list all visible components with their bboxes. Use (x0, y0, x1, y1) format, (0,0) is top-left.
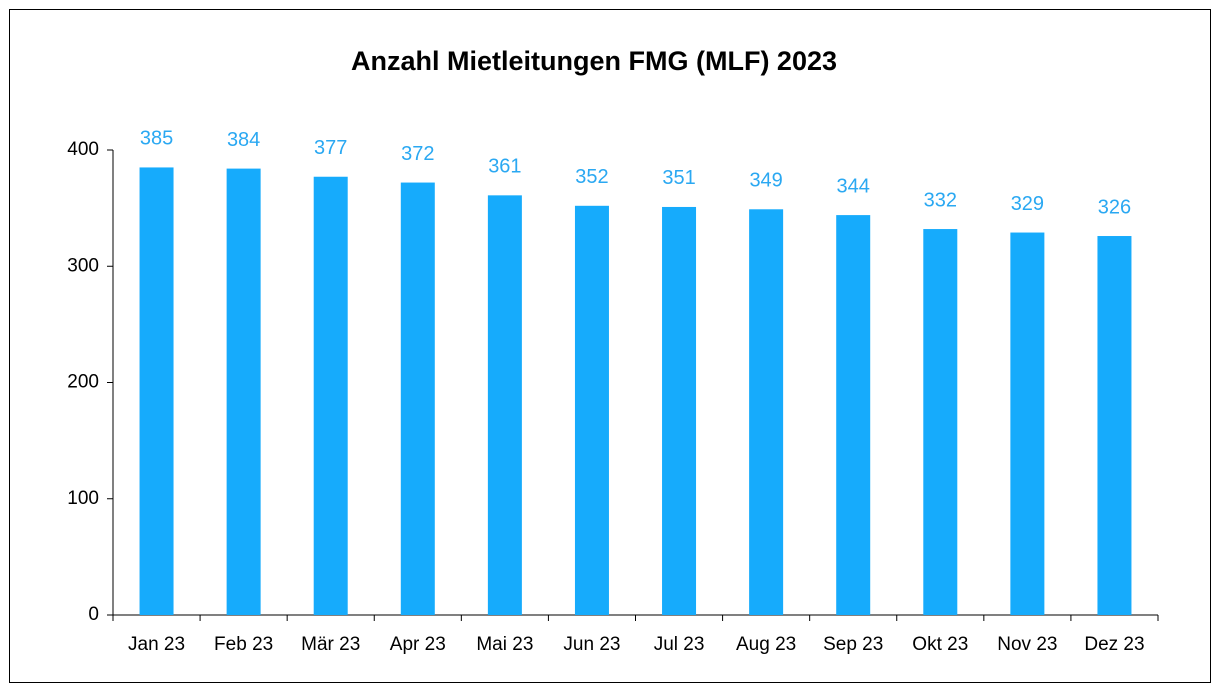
bar (139, 167, 174, 615)
x-tick-label: Nov 23 (997, 634, 1057, 655)
bar (313, 176, 348, 616)
bar (662, 206, 697, 615)
data-label: 332 (924, 189, 957, 211)
data-label: 372 (401, 143, 434, 165)
data-label: 384 (227, 129, 260, 151)
x-tick-label: Mär 23 (301, 634, 360, 655)
data-label: 351 (662, 167, 695, 189)
data-label: 352 (575, 166, 608, 188)
bar (1010, 232, 1045, 615)
y-tick-label: 400 (67, 139, 99, 160)
y-tick-label: 0 (88, 604, 99, 625)
bar (836, 215, 871, 615)
x-tick-label: Aug 23 (736, 634, 796, 655)
bar (574, 205, 609, 616)
x-tick-label: Dez 23 (1084, 634, 1144, 655)
x-tick-label: Jul 23 (654, 634, 705, 655)
bar (923, 229, 958, 616)
data-label: 329 (1011, 193, 1044, 215)
x-tick-label: Feb 23 (214, 634, 273, 655)
chart-border (9, 9, 1211, 683)
bar (400, 182, 435, 616)
x-tick-label: Jun 23 (563, 634, 620, 655)
bar (226, 168, 261, 615)
y-tick-label: 200 (67, 372, 99, 393)
data-label: 377 (314, 137, 347, 159)
y-tick-label: 300 (67, 255, 99, 276)
chart-title: Anzahl Mietleitungen FMG (MLF) 2023 (351, 46, 837, 76)
data-label: 326 (1098, 196, 1131, 218)
x-tick-label: Sep 23 (823, 634, 883, 655)
x-tick-label: Mai 23 (476, 634, 533, 655)
x-tick-label: Okt 23 (912, 634, 968, 655)
bar (487, 195, 522, 615)
x-tick-label: Jan 23 (128, 634, 185, 655)
data-label: 361 (488, 156, 521, 178)
data-label: 349 (749, 170, 782, 192)
bar (1097, 236, 1132, 615)
data-label: 385 (140, 128, 173, 150)
x-tick-label: Apr 23 (390, 634, 446, 655)
data-label: 344 (837, 175, 870, 197)
y-tick-label: 100 (67, 488, 99, 509)
bar (749, 209, 784, 615)
